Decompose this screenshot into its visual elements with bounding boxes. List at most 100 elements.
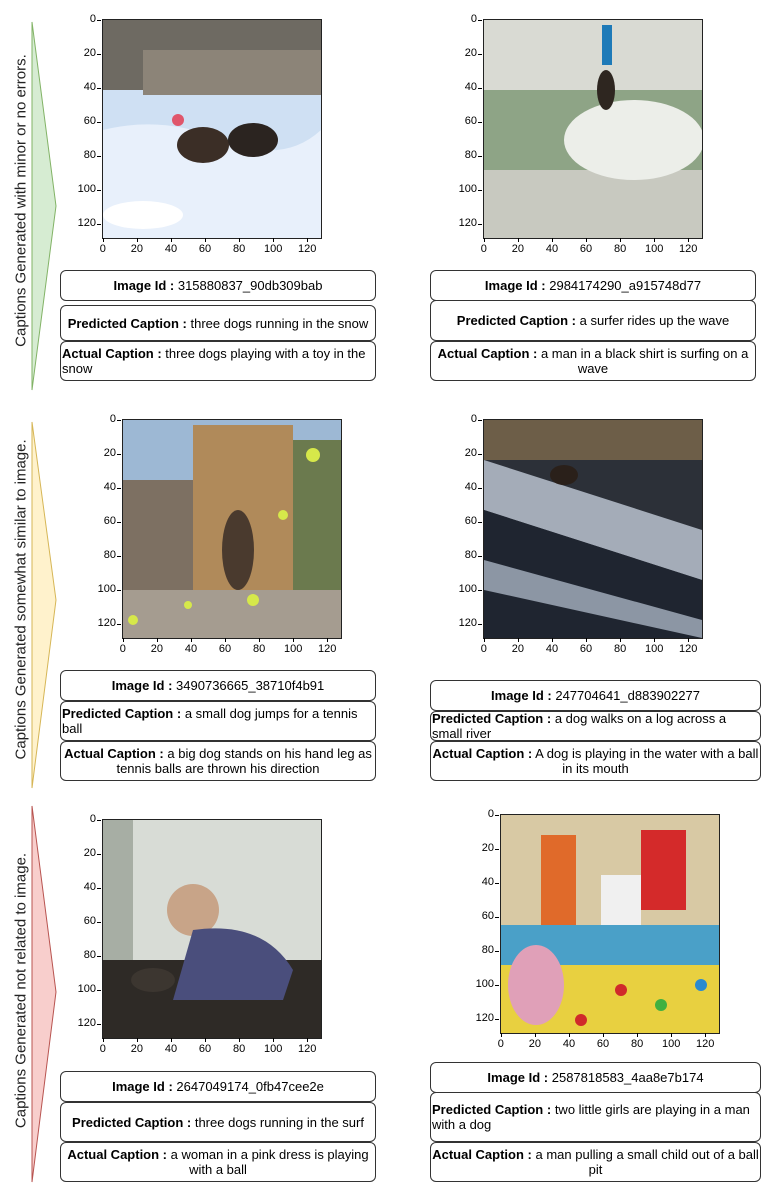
y-tick-mark (117, 590, 121, 592)
x-tick-mark (205, 1038, 207, 1042)
x-tick-mark (586, 638, 588, 642)
actual-caption-text: three dogs playing with a toy in the sno… (62, 346, 366, 376)
x-tick-mark (156, 638, 158, 642)
y-tick-mark (495, 985, 499, 987)
y-tick-mark (117, 556, 121, 558)
y-tick-label: 60 (83, 115, 96, 128)
x-tick-label: 40 (562, 1038, 576, 1050)
y-tick-mark (97, 1024, 101, 1026)
x-tick-label: 40 (184, 643, 198, 655)
photo-dog-log-river (483, 419, 703, 639)
x-tick-label: 100 (263, 1043, 283, 1055)
image-id-box: Image Id : 3490736665_38710f4b91 (60, 670, 376, 701)
y-tick-mark (97, 87, 101, 89)
x-tick-mark (102, 1038, 104, 1042)
x-tick-label: 100 (283, 643, 303, 655)
x-tick-mark (688, 638, 690, 642)
predicted-caption-box: Predicted Caption : a surfer rides up th… (430, 300, 756, 341)
x-tick-label: 0 (119, 643, 126, 655)
y-tick-mark (495, 1019, 499, 1021)
y-tick-label: 40 (83, 880, 96, 893)
actual-caption-text: a woman in a pink dress is playing with … (170, 1147, 369, 1177)
actual-caption-box: Actual Caption : a woman in a pink dress… (60, 1142, 376, 1182)
y-tick-mark (478, 624, 482, 626)
y-tick-label: 60 (83, 915, 96, 928)
x-tick-mark (586, 238, 588, 242)
y-tick-mark (97, 819, 101, 821)
y-tick-mark (478, 556, 482, 558)
y-tick-label: 20 (83, 846, 96, 859)
y-tick-mark (117, 487, 121, 489)
image-id-value: 247704641_d883902277 (555, 688, 700, 703)
predicted-caption-text: a small dog jumps for a tennis ball (62, 706, 358, 736)
image-id-value: 2587818583_4aa8e7b174 (551, 1070, 704, 1085)
y-tick-label: 20 (103, 446, 116, 459)
x-tick-label: 0 (99, 1043, 106, 1055)
x-tick-label: 120 (679, 643, 698, 655)
y-tick-label: 100 (458, 583, 477, 596)
x-tick-label: 100 (644, 643, 664, 655)
y-tick-label: 100 (97, 583, 116, 596)
x-tick-label: 20 (130, 243, 144, 255)
y-tick-label: 100 (475, 978, 494, 991)
x-tick-mark (307, 1038, 309, 1042)
y-tick-mark (478, 87, 482, 89)
x-tick-label: 100 (263, 243, 283, 255)
actual-caption-box: Actual Caption : a big dog stands on his… (60, 741, 376, 781)
green-arrow-shape (31, 21, 57, 391)
x-tick-mark (136, 1038, 138, 1042)
x-tick-label: 0 (480, 643, 487, 655)
x-tick-mark (136, 238, 138, 242)
row-label-minor-errors: Captions Generated with minor or no erro… (12, 54, 30, 347)
x-tick-label: 100 (661, 1038, 681, 1050)
y-tick-mark (97, 190, 101, 192)
x-tick-mark (293, 638, 295, 642)
predicted-caption-box: Predicted Caption : two little girls are… (430, 1092, 761, 1142)
y-tick-mark (117, 522, 121, 524)
y-tick-label: 60 (464, 115, 477, 128)
y-tick-label: 80 (481, 944, 494, 957)
x-tick-label: 20 (511, 643, 525, 655)
x-tick-mark (327, 638, 329, 642)
y-tick-label: 80 (83, 949, 96, 962)
y-tick-mark (97, 990, 101, 992)
actual-caption-box: Actual Caption : a man in a black shirt … (430, 341, 756, 381)
x-tick-mark (551, 238, 553, 242)
y-tick-mark (478, 522, 482, 524)
image-id-box: Image Id : 315880837_90db309bab (60, 270, 376, 301)
predicted-caption-box: Predicted Caption : a small dog jumps fo… (60, 701, 376, 741)
y-tick-mark (478, 487, 482, 489)
x-tick-label: 20 (150, 643, 164, 655)
x-tick-mark (225, 638, 227, 642)
predicted-caption-text: a dog walks on a log across a small rive… (432, 711, 727, 741)
x-tick-label: 120 (679, 243, 698, 255)
y-tick-label: 100 (458, 183, 477, 196)
x-tick-label: 80 (613, 243, 627, 255)
y-tick-label: 40 (481, 875, 494, 888)
y-tick-label: 0 (487, 807, 494, 820)
y-tick-label: 120 (77, 217, 96, 230)
photo-two-dogs-snow (102, 19, 322, 239)
y-tick-label: 0 (470, 412, 477, 425)
actual-caption-text: a big dog stands on his hand leg as tenn… (116, 746, 372, 776)
x-tick-mark (239, 238, 241, 242)
x-tick-mark (688, 238, 690, 242)
x-tick-mark (190, 638, 192, 642)
y-tick-mark (478, 19, 482, 21)
x-tick-label: 40 (164, 1043, 178, 1055)
y-tick-mark (478, 453, 482, 455)
image-id-value: 3490736665_38710f4b91 (176, 678, 325, 693)
y-tick-mark (117, 453, 121, 455)
y-tick-mark (495, 951, 499, 953)
image-id-box: Image Id : 247704641_d883902277 (430, 680, 761, 711)
y-tick-mark (117, 419, 121, 421)
x-tick-label: 120 (696, 1038, 715, 1050)
y-tick-mark (478, 122, 482, 124)
y-tick-mark (478, 224, 482, 226)
x-tick-mark (483, 638, 485, 642)
x-tick-label: 0 (497, 1038, 504, 1050)
y-tick-label: 120 (77, 1017, 96, 1030)
x-tick-label: 20 (528, 1038, 542, 1050)
image-id-value: 315880837_90db309bab (177, 278, 323, 293)
y-tick-label: 0 (470, 12, 477, 25)
